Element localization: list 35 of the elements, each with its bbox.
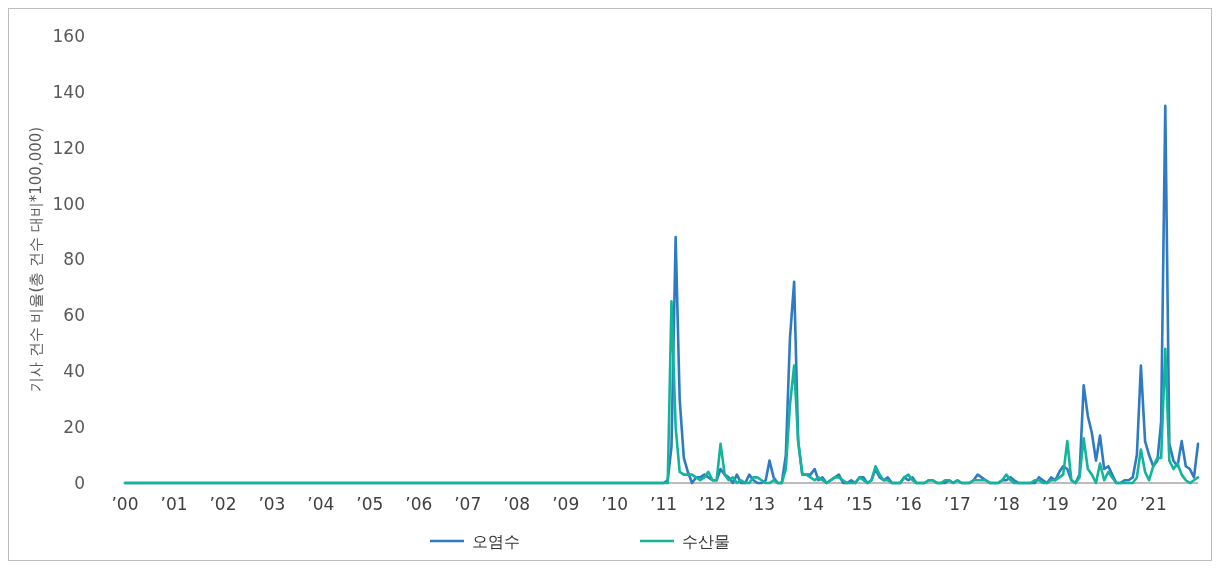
legend-label: 수산물 xyxy=(682,531,730,551)
y-tick-label: 0 xyxy=(74,472,85,493)
x-tick-label: ’21 xyxy=(1139,494,1167,514)
x-tick-label: ’03 xyxy=(258,494,286,514)
y-tick-label: 160 xyxy=(52,25,85,46)
x-tick-label: ’00 xyxy=(111,494,139,514)
x-tick-label: ’16 xyxy=(894,494,922,514)
x-tick-label: ’14 xyxy=(796,494,825,514)
y-tick-label: 60 xyxy=(63,305,85,326)
x-tick-label: ’19 xyxy=(1041,494,1069,514)
y-tick-label: 40 xyxy=(63,361,85,382)
x-tick-label: ’06 xyxy=(405,494,433,514)
x-tick-label: ’11 xyxy=(650,494,678,514)
x-tick-label: ’04 xyxy=(307,494,335,514)
line-series xyxy=(123,300,1200,485)
x-tick-label: ’15 xyxy=(845,494,873,514)
legend-label: 오염수 xyxy=(472,531,520,551)
y-tick-label: 140 xyxy=(52,81,85,102)
y-tick-label: 20 xyxy=(63,417,85,438)
x-tick-label: ’12 xyxy=(698,494,727,514)
y-tick-label: 80 xyxy=(63,249,85,270)
x-tick-label: ’07 xyxy=(454,494,482,514)
x-tick-label: ’05 xyxy=(356,494,384,514)
y-tick-label: 120 xyxy=(52,137,85,158)
x-tick-label: ’20 xyxy=(1090,494,1118,514)
x-tick-label: ’08 xyxy=(503,494,531,514)
x-tick-label: ’10 xyxy=(601,494,629,514)
x-tick-label: ’01 xyxy=(160,494,188,514)
x-tick-label: ’09 xyxy=(552,494,580,514)
x-tick-label: ’18 xyxy=(992,494,1020,514)
x-tick-label: ’13 xyxy=(748,494,776,514)
x-tick-label: ’17 xyxy=(943,494,971,514)
x-tick-label: ’02 xyxy=(209,494,237,514)
y-tick-label: 100 xyxy=(52,193,85,214)
y-axis-title: 기사 건수 비율(총 건수 대비*100,000) xyxy=(27,126,45,393)
